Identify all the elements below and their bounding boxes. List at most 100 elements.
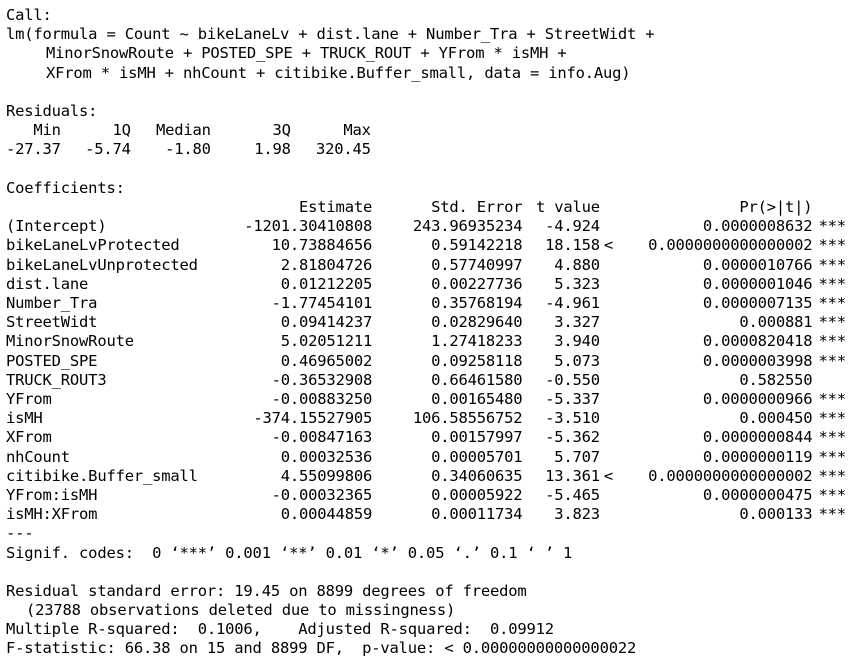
coef-std-error: 0.35768194 — [431, 293, 523, 312]
coef-std-error: 0.59142218 — [431, 236, 523, 255]
coef-std-error: 0.00011734 — [431, 505, 523, 524]
coef-estimate: -0.00032365 — [271, 485, 373, 504]
coef-t-value: 5.073 — [554, 351, 600, 370]
coef-term: dist.lane — [6, 274, 89, 293]
coef-p-value: 0.0000001046 — [702, 274, 813, 293]
coef-signif-stars: *** — [818, 389, 846, 408]
coef-signif-stars: *** — [818, 313, 846, 332]
f-statistic-line: F-statistic: 66.38 on 15 and 8899 DF, p-… — [6, 639, 637, 658]
coef-p-value: 0.0000003998 — [702, 351, 813, 370]
coef-t-value: 3.823 — [554, 505, 600, 524]
coef-p-value: 0.000881 — [739, 313, 813, 332]
coef-signif-stars: *** — [818, 409, 846, 428]
coef-term: (Intercept) — [6, 217, 107, 236]
coef-std-error: 0.00005701 — [431, 447, 523, 466]
residuals-value: 320.45 — [316, 140, 371, 159]
coefficient-row: nhCount 0.00032536 0.00005701 5.707 0.000000… — [6, 448, 858, 467]
coef-term: bikeLaneLvProtected — [6, 236, 180, 255]
coef-estimate: -0.36532908 — [271, 370, 373, 389]
coef-t-value: -4.924 — [545, 217, 600, 236]
coef-signif-stars: *** — [818, 236, 846, 255]
coef-p-value: 0.0000000844 — [702, 428, 813, 447]
coef-std-error: 0.66461580 — [431, 370, 523, 389]
coef-estimate: 10.73884656 — [271, 236, 373, 255]
residuals-header: 1Q — [112, 121, 131, 140]
call-label: Call: — [6, 6, 52, 24]
coef-t-value: -5.337 — [545, 389, 600, 408]
coef-std-error: 243.96935234 — [412, 217, 523, 236]
coef-t-value: -0.550 — [545, 370, 600, 389]
coef-p-value: 0.0000000000000002 — [648, 236, 813, 255]
residual-standard-error-line: Residual standard error: 19.45 on 8899 d… — [6, 581, 527, 600]
coefficient-row: isMH -374.15527905 106.58556752 -3.510 0.000… — [6, 409, 858, 428]
coef-t-value: -4.961 — [545, 293, 600, 312]
coef-p-value: 0.0000000475 — [702, 485, 813, 504]
coef-less-than — [600, 428, 627, 447]
coef-p-value: 0.0000008632 — [702, 217, 813, 236]
coef-term: Number_Tra — [6, 293, 98, 312]
residuals-table: Min 1Q Median 3Q Max -27.37 -5.74 -1.80 … — [6, 121, 371, 159]
coefficient-row: (Intercept) -1201.30410808 243.96935234 -4.… — [6, 217, 858, 236]
coefficients-label: Coefficients: — [6, 178, 125, 197]
coef-estimate: 5.02051211 — [280, 332, 373, 351]
coef-signif-stars: *** — [818, 217, 846, 236]
estimate-header: Estimate — [299, 197, 373, 216]
coefficients-table: Estimate Std. Error t value Pr(>|t|) (In… — [6, 198, 858, 524]
coefficients-header-row: Estimate Std. Error t value Pr(>|t|) — [6, 198, 858, 217]
t-value-header: t value — [535, 197, 600, 216]
coef-term: isMH — [6, 409, 43, 428]
coef-t-value: 13.361 — [545, 466, 600, 485]
coef-less-than — [600, 275, 627, 294]
coefficients-body: (Intercept) -1201.30410808 243.96935234 -4.… — [6, 217, 858, 524]
coef-less-than: < — [603, 466, 614, 485]
missingness-line: (23788 observations deleted due to missi… — [26, 601, 456, 620]
call-formula-line: MinorSnowRoute + POSTED_SPE + TRUCK_ROUT… — [46, 44, 567, 63]
coef-term: bikeLaneLvUnprotected — [6, 255, 198, 274]
coef-less-than — [600, 505, 627, 524]
residuals-header: Min — [33, 121, 61, 140]
coef-signif-stars: *** — [818, 293, 846, 312]
coef-p-value: 0.000450 — [739, 409, 813, 428]
coef-t-value: -5.465 — [545, 485, 600, 504]
coef-p-value: 0.0000000000000002 — [648, 466, 813, 485]
residuals-value: -5.74 — [85, 140, 131, 159]
coef-estimate: -0.00847163 — [271, 428, 373, 447]
coef-p-value: 0.0000007135 — [702, 293, 813, 312]
coef-less-than — [600, 352, 627, 371]
coef-less-than — [600, 294, 627, 313]
coef-std-error: 106.58556752 — [412, 409, 523, 428]
coef-signif-stars: *** — [818, 447, 846, 466]
coef-signif-stars — [812, 371, 858, 390]
coefficient-row: POSTED_SPE 0.46965002 0.09258118 5.073 0.000… — [6, 352, 858, 371]
coef-std-error: 0.00005922 — [431, 485, 523, 504]
coef-estimate: -0.00883250 — [271, 389, 373, 408]
coef-p-value: 0.582550 — [739, 370, 813, 389]
coef-term: MinorSnowRoute — [6, 332, 134, 351]
coef-term: YFrom — [6, 389, 52, 408]
coef-estimate: 4.55099806 — [280, 466, 373, 485]
coef-estimate: 0.09414237 — [280, 313, 373, 332]
coef-less-than — [600, 332, 627, 351]
coef-less-than — [600, 409, 627, 428]
coef-term: nhCount — [6, 447, 70, 466]
coef-estimate: 0.46965002 — [280, 351, 373, 370]
coef-estimate: 2.81804726 — [280, 255, 373, 274]
signif-codes-line: Signif. codes: 0 ‘***’ 0.001 ‘**’ 0.01 ‘… — [6, 543, 573, 562]
coef-signif-stars: *** — [818, 274, 846, 293]
coef-estimate: -1.77454101 — [271, 293, 373, 312]
coef-t-value: -5.362 — [545, 428, 600, 447]
coef-p-value: 0.0000820418 — [702, 332, 813, 351]
coef-t-value: -3.510 — [545, 409, 600, 428]
coefficient-row: XFrom -0.00847163 0.00157997 -5.362 0.000000… — [6, 428, 858, 447]
coef-p-value: 0.000133 — [739, 505, 813, 524]
r-squared-line: Multiple R-squared: 0.1006, Adjusted R-s… — [6, 620, 554, 639]
coefficient-row: MinorSnowRoute 5.02051211 1.27418233 3.940 0… — [6, 332, 858, 351]
coef-estimate: 0.01212205 — [280, 274, 373, 293]
coef-estimate: -374.15527905 — [253, 409, 373, 428]
call-formula-line: lm(formula = Count ~ bikeLaneLv + dist.l… — [6, 25, 655, 44]
coef-estimate: 0.00032536 — [280, 447, 373, 466]
coef-p-value: 0.0000000119 — [702, 447, 813, 466]
coef-signif-stars: *** — [818, 466, 846, 485]
coef-less-than — [600, 256, 627, 275]
coefficient-row: YFrom -0.00883250 0.00165480 -5.337 0.000000… — [6, 390, 858, 409]
